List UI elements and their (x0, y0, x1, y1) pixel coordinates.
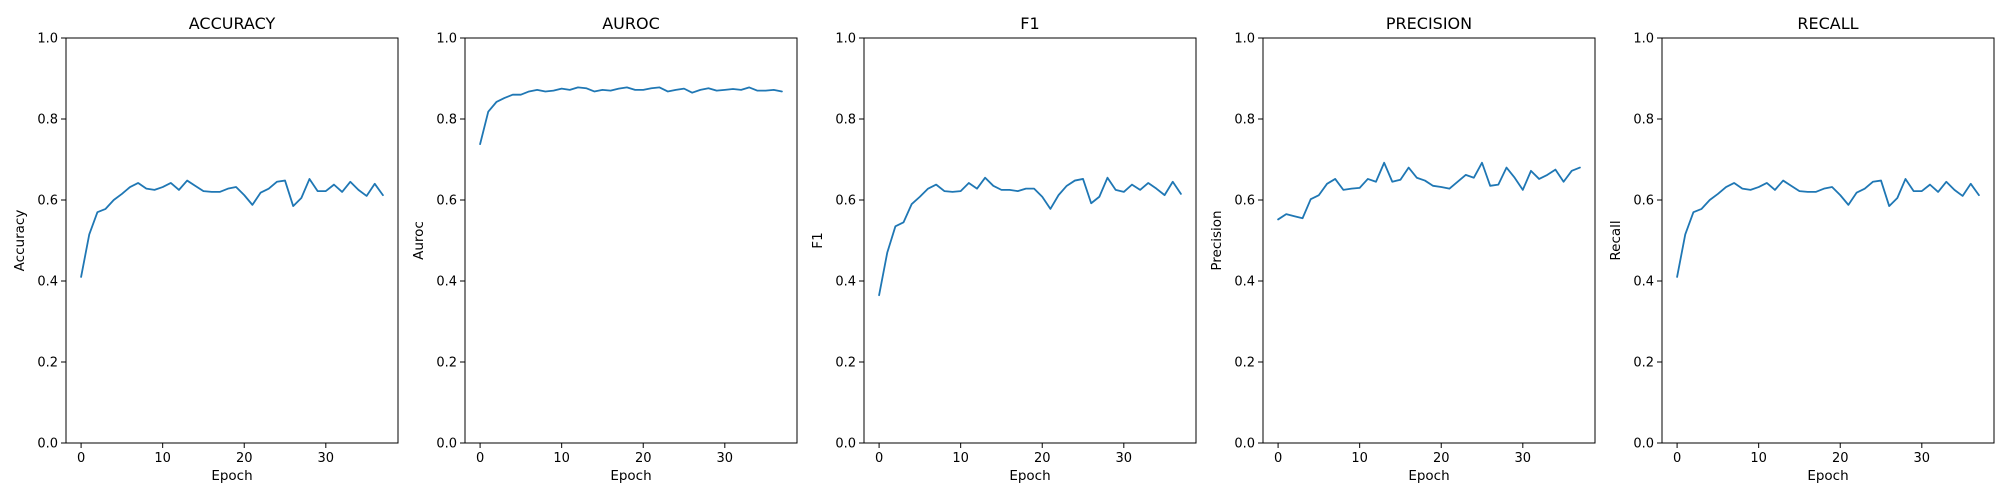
y-tick-label: 1.0 (436, 32, 457, 47)
series-line (878, 176, 1182, 297)
y-tick-label: 0.8 (1234, 113, 1255, 128)
y-axis-label: Recall (1608, 220, 1624, 260)
plot-frame (1661, 37, 1995, 444)
x-tick-label: 10 (952, 451, 969, 466)
y-axis-label: Accuracy (12, 210, 28, 272)
chart-title: RECALL (1797, 14, 1858, 33)
y-tick-label: 0.6 (37, 194, 58, 209)
x-tick-label: 0 (875, 451, 883, 466)
y-tick-label: 0.8 (1633, 113, 1654, 128)
plot-frame (863, 37, 1197, 444)
series-line (479, 86, 783, 146)
y-tick-label: 0.4 (835, 275, 856, 290)
y-tick-label: 0.2 (37, 356, 58, 371)
y-tick-label: 0.4 (1234, 275, 1255, 290)
x-tick-label: 30 (318, 451, 335, 466)
plot-frame (1262, 37, 1596, 444)
y-axis-label: Precision (1209, 210, 1225, 270)
y-tick-label: 1.0 (1633, 32, 1654, 47)
y-tick-label: 1.0 (1234, 32, 1255, 47)
chart-title: F1 (1020, 14, 1039, 33)
x-axis-label: Epoch (610, 468, 651, 484)
y-tick-label: 0.8 (436, 113, 457, 128)
y-tick-label: 1.0 (37, 32, 58, 47)
y-tick-label: 0.0 (1234, 437, 1255, 452)
x-tick-label: 0 (1673, 451, 1681, 466)
chart-title: PRECISION (1386, 14, 1472, 33)
series-line (1277, 161, 1581, 221)
y-tick-label: 0.0 (436, 437, 457, 452)
chart-title: ACCURACY (189, 14, 276, 33)
y-tick-label: 0.0 (1633, 437, 1654, 452)
x-tick-label: 10 (154, 451, 171, 466)
chart-panel-f1: F1 0.0 0.2 0.4 0.6 0.8 1.0 0 10 20 30 Epoch F1 (810, 14, 1197, 484)
y-tick-label: 0.8 (37, 113, 58, 128)
chart-panel-accuracy: ACCURACY 0.0 0.2 0.4 0.6 0.8 1.0 0 10 20 30 Epoch Ac… (12, 14, 399, 484)
y-tick-label: 0.4 (1633, 275, 1654, 290)
x-tick-label: 20 (236, 451, 253, 466)
x-tick-label: 30 (1914, 451, 1931, 466)
plot-frame (464, 37, 798, 444)
y-tick-label: 0.4 (436, 275, 457, 290)
chart-panel-recall: RECALL 0.0 0.2 0.4 0.6 0.8 1.0 0 10 20 30 Epoch Reca… (1608, 14, 1995, 484)
x-axis-label: Epoch (211, 468, 252, 484)
y-tick-label: 1.0 (835, 32, 856, 47)
y-tick-label: 0.2 (436, 356, 457, 371)
y-axis-label: Auroc (411, 221, 427, 260)
y-tick-label: 0.2 (1234, 356, 1255, 371)
chart-title: AUROC (602, 14, 660, 33)
chart-panel-precision: PRECISION 0.0 0.2 0.4 0.6 0.8 1.0 0 10 20 30 Epoch P… (1209, 14, 1596, 484)
series-line (1676, 178, 1980, 278)
x-tick-label: 20 (1832, 451, 1849, 466)
x-tick-label: 0 (77, 451, 85, 466)
x-tick-label: 10 (1750, 451, 1767, 466)
y-tick-label: 0.4 (37, 275, 58, 290)
x-axis-label: Epoch (1009, 468, 1050, 484)
x-tick-label: 20 (1034, 451, 1051, 466)
y-tick-label: 0.2 (835, 356, 856, 371)
chart-panel-auroc: AUROC 0.0 0.2 0.4 0.6 0.8 1.0 0 10 20 30 Epoch Auroc (411, 14, 798, 484)
x-tick-label: 0 (1274, 451, 1282, 466)
x-tick-label: 10 (1351, 451, 1368, 466)
x-tick-label: 30 (717, 451, 734, 466)
x-tick-label: 0 (476, 451, 484, 466)
x-tick-label: 30 (1515, 451, 1532, 466)
y-tick-label: 0.8 (835, 113, 856, 128)
x-tick-label: 10 (553, 451, 570, 466)
plot-frame (65, 37, 399, 444)
y-tick-label: 0.6 (436, 194, 457, 209)
series-line (80, 178, 384, 278)
y-tick-label: 0.0 (37, 437, 58, 452)
y-tick-label: 0.2 (1633, 356, 1654, 371)
x-axis-label: Epoch (1807, 468, 1848, 484)
x-tick-label: 20 (635, 451, 652, 466)
y-tick-label: 0.0 (835, 437, 856, 452)
y-tick-label: 0.6 (1234, 194, 1255, 209)
x-axis-label: Epoch (1408, 468, 1449, 484)
x-tick-label: 30 (1116, 451, 1133, 466)
y-tick-label: 0.6 (835, 194, 856, 209)
y-axis-label: F1 (810, 232, 826, 248)
y-tick-label: 0.6 (1633, 194, 1654, 209)
x-tick-label: 20 (1433, 451, 1450, 466)
